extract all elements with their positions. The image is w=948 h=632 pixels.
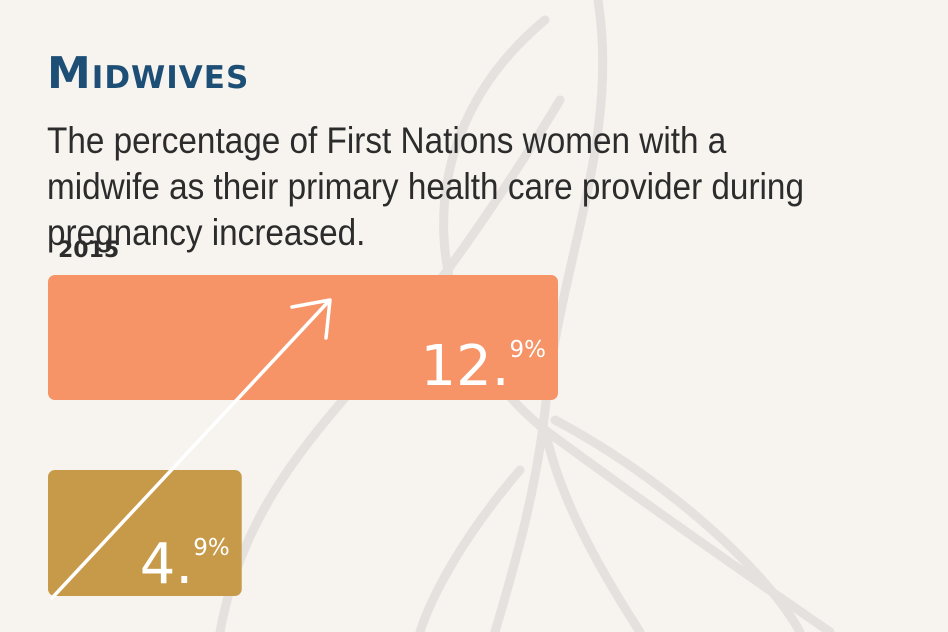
bar-1 [48,275,558,400]
page-subtitle: The percentage of First Nations women wi… [47,120,804,253]
bar-0 [48,470,242,596]
bar-category-label-2015: 2015 [58,238,120,263]
increase-arrow-icon [50,298,332,600]
page-title: Midwives [47,48,250,99]
bar-value-label-0: 4.9% [140,532,230,597]
bar-value-label-1: 12.9% [420,334,546,399]
